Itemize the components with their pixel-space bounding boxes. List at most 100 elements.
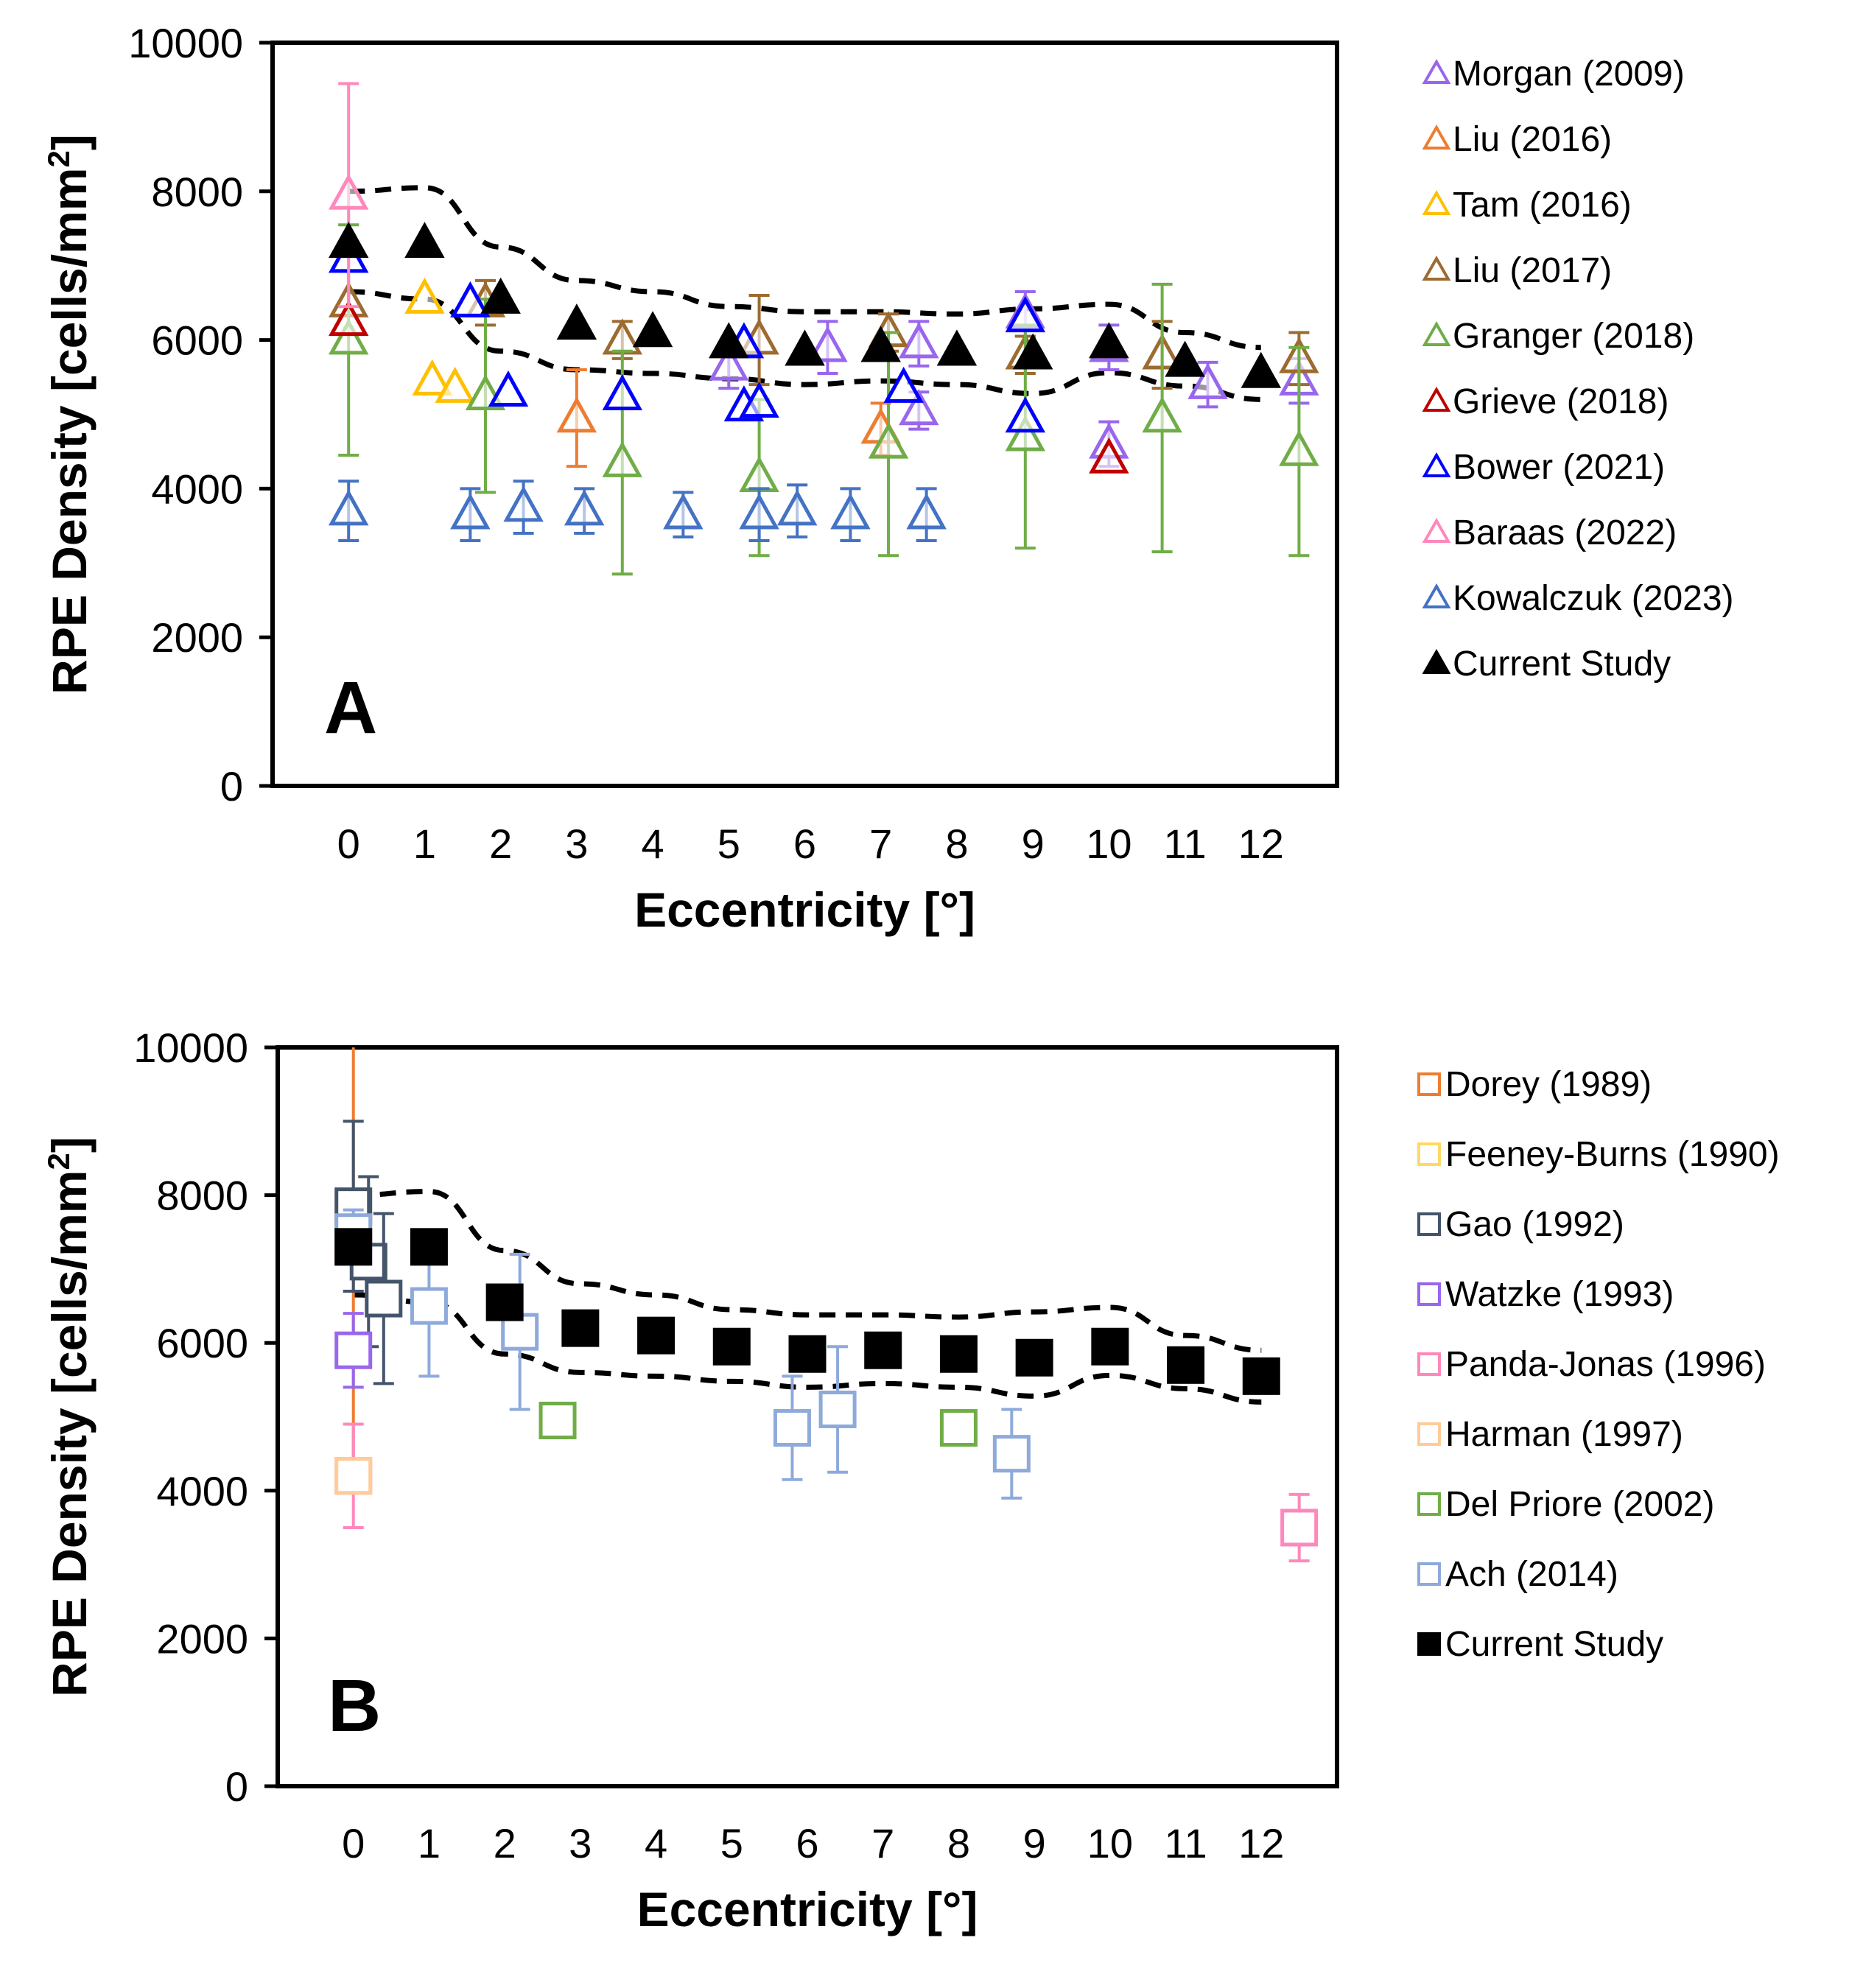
legend-entry-current-study: Current Study bbox=[1417, 1625, 1663, 1664]
x-tick-label: 9 bbox=[1023, 1820, 1046, 1866]
data-point-current-study bbox=[864, 1331, 902, 1369]
legend-entry-panda-jonas-1996: Panda-Jonas (1996) bbox=[1417, 1345, 1766, 1384]
legend-marker bbox=[1417, 1492, 1441, 1516]
data-point-bower-2021 bbox=[1005, 296, 1046, 333]
legend-label: Watzke (1993) bbox=[1445, 1275, 1674, 1314]
legend-label: Gao (1992) bbox=[1445, 1205, 1624, 1244]
data-point-ach-2014 bbox=[410, 1287, 448, 1325]
x-tick-label: 2 bbox=[494, 1820, 516, 1866]
legend-marker bbox=[1422, 648, 1451, 674]
legend-label: Current Study bbox=[1445, 1625, 1663, 1664]
x-tick-label: 10 bbox=[1087, 1820, 1133, 1866]
data-point-current-study bbox=[556, 303, 597, 340]
legend-marker bbox=[1417, 1282, 1441, 1306]
y-tick-label: 0 bbox=[225, 1763, 248, 1810]
legend-entry-liu-2016: Liu (2016) bbox=[1422, 120, 1612, 159]
data-point-del-priore-2002 bbox=[538, 1402, 577, 1440]
panel-label: B bbox=[328, 1665, 381, 1747]
data-point-bower-2021 bbox=[739, 382, 779, 418]
data-point-current-study bbox=[637, 1316, 676, 1355]
data-point-bower-2021 bbox=[602, 373, 643, 411]
data-point-granger-2018 bbox=[1005, 415, 1046, 452]
legend-entry-del-priore-2002: Del Priore (2002) bbox=[1417, 1485, 1714, 1524]
data-point-granger-2018 bbox=[1142, 396, 1182, 433]
data-point-bower-2021 bbox=[1005, 396, 1046, 433]
data-point-grieve-2018 bbox=[1089, 437, 1129, 474]
data-point-baraas-2022 bbox=[328, 173, 369, 210]
legend-marker bbox=[1422, 452, 1451, 477]
legend-marker bbox=[1422, 189, 1451, 215]
legend-entry-kowalczuk-2023: Kowalczuk (2023) bbox=[1422, 579, 1734, 618]
data-point-tam-2016 bbox=[412, 359, 452, 396]
data-point-kowalczuk-2023 bbox=[739, 493, 779, 530]
data-point-granger-2018 bbox=[602, 440, 643, 477]
legend-marker bbox=[1417, 1632, 1441, 1656]
legend-entry-baraas-2022: Baraas (2022) bbox=[1422, 513, 1677, 552]
data-point-tam-2016 bbox=[404, 277, 445, 314]
data-point-granger-2018 bbox=[1279, 429, 1319, 466]
legend-entry-harman-1997: Harman (1997) bbox=[1417, 1415, 1683, 1454]
data-point-granger-2018 bbox=[868, 422, 909, 459]
y-axis-label-main: RPE Density [cells/mm bbox=[42, 168, 97, 695]
data-point-current-study bbox=[334, 1228, 373, 1266]
data-point-del-priore-2002 bbox=[939, 1409, 978, 1447]
legend-label: Morgan (2009) bbox=[1453, 55, 1685, 94]
x-axis-label: Eccentricity [°] bbox=[637, 1882, 978, 1936]
data-point-current-study bbox=[936, 329, 978, 366]
x-tick-label: 3 bbox=[569, 1820, 592, 1866]
data-point-morgan-2009 bbox=[709, 344, 749, 381]
data-point-morgan-2009 bbox=[899, 389, 939, 426]
data-point-bower-2021 bbox=[883, 366, 924, 403]
legend-entry-current-study: Current Study bbox=[1422, 644, 1671, 684]
legend-entry-watzke-1993: Watzke (1993) bbox=[1417, 1275, 1674, 1314]
legend-label: Granger (2018) bbox=[1453, 317, 1694, 356]
y-tick-label: 8000 bbox=[151, 169, 243, 215]
legend-marker bbox=[1422, 517, 1451, 543]
legend-marker bbox=[1417, 1142, 1441, 1166]
x-tick-label: 1 bbox=[413, 821, 436, 867]
x-tick-label: 5 bbox=[720, 1820, 743, 1866]
legend-marker bbox=[1422, 386, 1451, 412]
bound-curve-upper bbox=[353, 1189, 1262, 1353]
x-tick-label: 1 bbox=[418, 1820, 441, 1866]
legend-entry-gao-1992: Gao (1992) bbox=[1417, 1205, 1624, 1244]
legend-label: Liu (2017) bbox=[1453, 251, 1612, 290]
data-point-kowalczuk-2023 bbox=[328, 489, 369, 526]
x-tick-label: 5 bbox=[718, 821, 740, 867]
y-axis-label-superscript: 2 bbox=[41, 1153, 76, 1170]
legend-marker bbox=[1417, 1422, 1441, 1446]
data-point-current-study bbox=[561, 1309, 600, 1347]
bound-curve-lower bbox=[353, 1292, 1262, 1405]
data-point-panda-jonas-1996 bbox=[1280, 1508, 1319, 1547]
x-tick-label: 7 bbox=[869, 821, 892, 867]
plot-area-frame bbox=[270, 41, 1339, 788]
legend-label: Feeney-Burns (1990) bbox=[1445, 1135, 1780, 1174]
x-tick-label: 8 bbox=[945, 821, 968, 867]
data-point-current-study bbox=[939, 1335, 978, 1373]
y-axis-label-end: ] bbox=[42, 134, 97, 150]
legend-marker bbox=[1422, 124, 1451, 150]
y-tick-label: 6000 bbox=[156, 1320, 248, 1366]
y-tick-label: 8000 bbox=[156, 1173, 248, 1219]
data-point-kowalczuk-2023 bbox=[663, 493, 704, 530]
legend-label: Del Priore (2002) bbox=[1445, 1485, 1714, 1524]
data-point-current-study bbox=[1015, 1338, 1053, 1377]
data-point-ach-2014 bbox=[773, 1409, 811, 1447]
data-point-kowalczuk-2023 bbox=[503, 485, 544, 522]
legend-marker bbox=[1417, 1072, 1441, 1096]
data-point-current-study bbox=[410, 1228, 448, 1266]
data-point-watzke-1993 bbox=[334, 1331, 373, 1369]
data-point-current-study bbox=[485, 1283, 524, 1321]
data-point-current-study bbox=[860, 326, 901, 362]
data-point-current-study bbox=[1012, 333, 1053, 370]
x-tick-label: 3 bbox=[565, 821, 588, 867]
data-point-kowalczuk-2023 bbox=[830, 493, 871, 530]
x-tick-label: 10 bbox=[1086, 821, 1131, 867]
legend-entry-grieve-2018: Grieve (2018) bbox=[1422, 382, 1669, 421]
panel-label: A bbox=[324, 667, 377, 749]
data-point-current-study bbox=[1167, 1346, 1205, 1384]
data-point-current-study bbox=[1165, 340, 1205, 377]
data-point-kowalczuk-2023 bbox=[776, 489, 818, 526]
